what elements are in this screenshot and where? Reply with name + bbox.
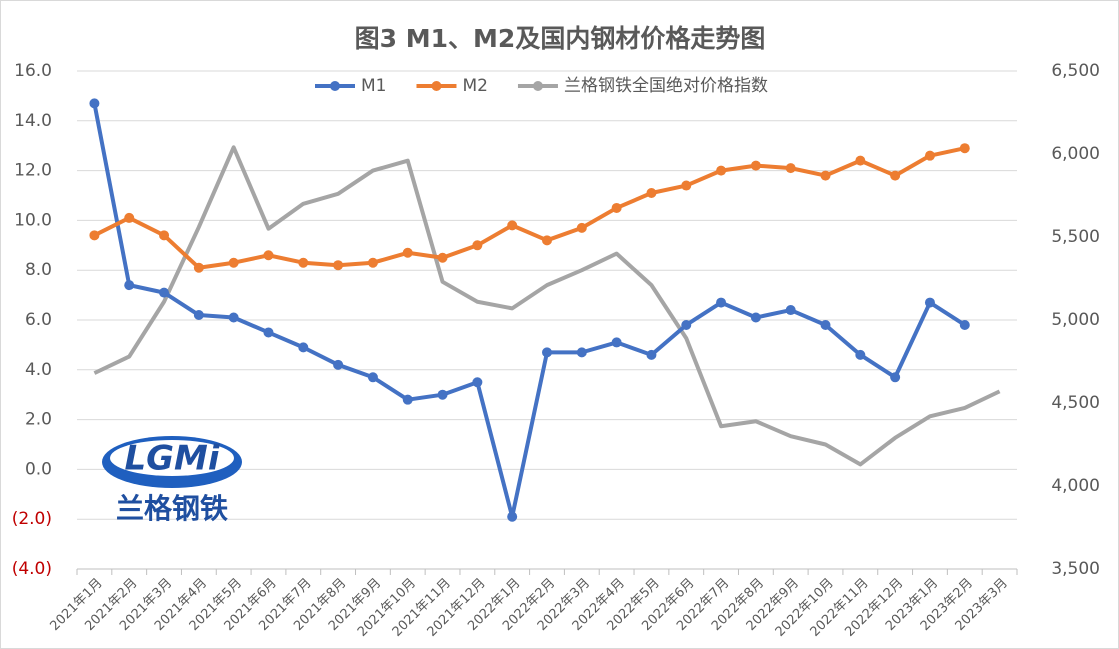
marker [542, 235, 552, 246]
marker [89, 98, 100, 109]
y-tick-label: 14.0 [14, 111, 52, 131]
y2-tick-label: 5,000 [1051, 310, 1100, 330]
marker [89, 230, 100, 241]
marker [924, 297, 935, 308]
marker [263, 250, 274, 261]
legend-label: M1 [361, 76, 386, 96]
marker [924, 150, 935, 161]
y-tick-label: 16.0 [14, 61, 52, 81]
marker [716, 297, 727, 308]
marker [472, 377, 483, 388]
marker [750, 312, 761, 323]
marker [890, 372, 901, 383]
series-line [92, 102, 966, 519]
marker [507, 511, 518, 522]
series-line [93, 146, 966, 270]
y-tick-label: 10.0 [14, 210, 52, 230]
marker [367, 372, 378, 383]
marker [333, 260, 344, 271]
marker [890, 170, 901, 181]
marker [298, 257, 309, 268]
y-tick-label: 2.0 [25, 410, 52, 430]
legend-label: M2 [462, 76, 487, 96]
marker [159, 230, 170, 241]
chart-title: 图3 M1、M2及国内钢材价格走势图 [355, 24, 766, 53]
marker [542, 347, 552, 358]
y2-tick-label: 6,000 [1051, 144, 1100, 164]
marker [681, 180, 692, 191]
marker [820, 170, 831, 181]
y-tick-label: 4.0 [25, 360, 52, 380]
marker [437, 389, 448, 400]
logo: LGMi 兰格钢铁 [102, 436, 242, 525]
marker [298, 342, 309, 353]
marker [124, 280, 135, 291]
y2-tick-label: 4,500 [1051, 393, 1100, 413]
y-tick-label: 0.0 [25, 459, 52, 479]
marker [855, 349, 866, 360]
y-tick-label: (4.0) [12, 559, 52, 579]
y2-tick-label: 5,500 [1051, 227, 1100, 247]
marker [681, 319, 692, 330]
marker [367, 257, 378, 268]
marker [959, 319, 970, 330]
marker [159, 287, 170, 298]
marker [263, 327, 274, 338]
marker [750, 160, 761, 171]
marker [333, 359, 344, 370]
marker [576, 347, 587, 358]
marker [785, 163, 796, 174]
marker [507, 220, 518, 231]
marker [646, 188, 657, 199]
y2-tick-label: 3,500 [1051, 559, 1100, 579]
marker [855, 155, 866, 166]
logo-inner [110, 440, 234, 476]
marker [402, 394, 413, 405]
logo-subtitle: 兰格钢铁 [116, 492, 228, 525]
marker [576, 222, 587, 233]
legend-marker [330, 81, 340, 91]
y-tick-label: 6.0 [25, 310, 52, 330]
marker [124, 212, 135, 223]
marker [820, 319, 831, 330]
marker [228, 257, 239, 268]
marker [437, 252, 448, 263]
y2-tick-label: 4,000 [1051, 476, 1100, 496]
y-tick-label: 8.0 [25, 260, 52, 280]
marker [193, 310, 204, 321]
legend-marker [431, 81, 442, 91]
marker [611, 337, 622, 348]
marker [785, 305, 796, 316]
marker [228, 312, 239, 323]
y2-tick-label: 6,500 [1051, 61, 1100, 81]
legend-marker [532, 81, 543, 91]
y-tick-label: (2.0) [12, 509, 52, 529]
marker [646, 349, 657, 360]
marker [193, 262, 204, 273]
logo-text: LGMi [124, 439, 220, 479]
y-tick-label: 12.0 [14, 161, 52, 181]
marker [402, 247, 413, 258]
marker [716, 165, 727, 176]
series-line [93, 145, 1001, 467]
legend-label: 兰格钢铁全国绝对价格指数 [564, 76, 768, 96]
marker [472, 240, 483, 251]
marker [611, 202, 622, 213]
marker [959, 143, 970, 154]
